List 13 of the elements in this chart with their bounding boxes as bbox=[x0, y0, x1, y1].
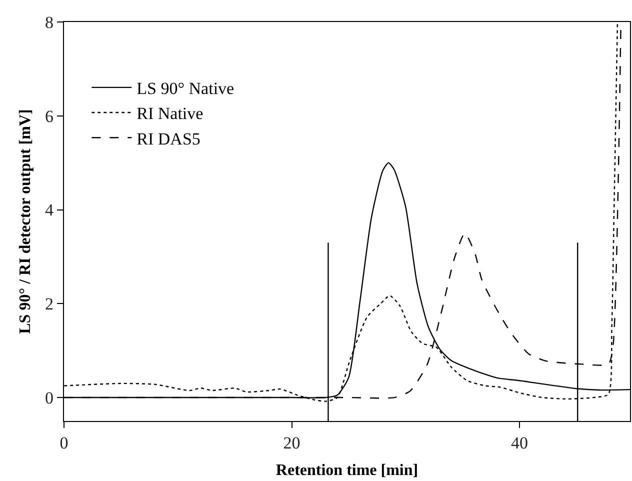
y-tick-label: 8 bbox=[45, 12, 54, 32]
x-tick-label: 40 bbox=[511, 434, 528, 452]
y-tick-label: 4 bbox=[45, 200, 54, 220]
x-tick-label: 20 bbox=[283, 434, 300, 452]
y-tick-label: 6 bbox=[45, 106, 54, 126]
x-axis-title: Retention time [min] bbox=[276, 462, 418, 480]
legend-label: RI Native bbox=[136, 104, 204, 124]
legend-label: LS 90° Native bbox=[136, 79, 234, 98]
y-tick-label: 0 bbox=[45, 388, 54, 408]
legend-label: RI DAS5 bbox=[136, 129, 200, 148]
x-tick-label: 0 bbox=[60, 434, 68, 452]
y-axis-title: LS 90° / RI detector output [mV] bbox=[16, 109, 34, 334]
y-tick-label: 2 bbox=[45, 294, 54, 314]
